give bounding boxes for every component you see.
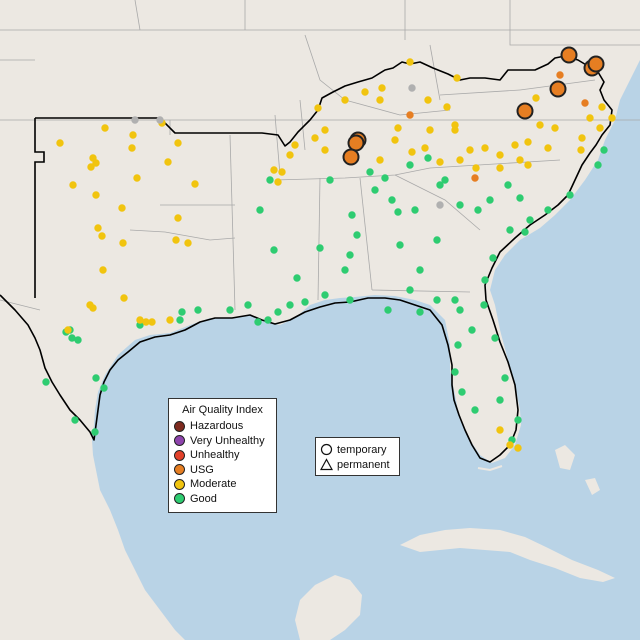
- land-keys: [477, 465, 503, 472]
- land-cuba: [400, 528, 615, 582]
- land-yucatan: [295, 575, 362, 640]
- legend-row-very-unhealthy: Very Unhealthy: [169, 434, 276, 449]
- moderate-swatch: [174, 478, 185, 490]
- legend-label: Very Unhealthy: [190, 434, 265, 447]
- circle-icon: [320, 443, 333, 456]
- legend-row-temporary: temporary: [316, 442, 399, 457]
- land-bahamas: [555, 445, 600, 495]
- legend-row-usg: USG: [169, 463, 276, 478]
- legend-row-moderate: Moderate: [169, 477, 276, 492]
- legend-row-hazardous: Hazardous: [169, 419, 276, 434]
- legend-label: Good: [190, 492, 217, 505]
- usg-temporary-sites: [342, 46, 605, 166]
- legend-label: Unhealthy: [190, 449, 240, 462]
- aqi-legend-title: Air Quality Index: [182, 404, 263, 416]
- usg-small-sites: [406, 71, 589, 182]
- nodata-sites: [131, 84, 444, 209]
- good-sites: [42, 146, 608, 444]
- hazardous-swatch: [174, 420, 185, 432]
- moderate-sites: [56, 58, 616, 452]
- aqi-legend: Air Quality Index Hazardous Very Unhealt…: [168, 398, 277, 513]
- triangle-icon: [320, 458, 333, 471]
- unhealthy-swatch: [174, 449, 185, 461]
- legend-label: Moderate: [190, 478, 237, 491]
- legend-label: Hazardous: [190, 420, 244, 433]
- region-boundary: [0, 55, 613, 463]
- legend-row-unhealthy: Unhealthy: [169, 448, 276, 463]
- temporary-label: temporary: [337, 443, 387, 456]
- legend-label: USG: [190, 463, 214, 476]
- state-lines: [0, 0, 640, 311]
- very-unhealthy-swatch: [174, 435, 185, 447]
- legend-row-good: Good: [169, 492, 276, 507]
- permanent-label: permanent: [337, 458, 390, 471]
- usg-swatch: [174, 464, 185, 476]
- legend-row-permanent: permanent: [316, 457, 399, 472]
- monitor-type-legend: temporary permanent: [315, 437, 400, 476]
- region-boundary-west: [34, 118, 45, 298]
- good-swatch: [174, 493, 185, 505]
